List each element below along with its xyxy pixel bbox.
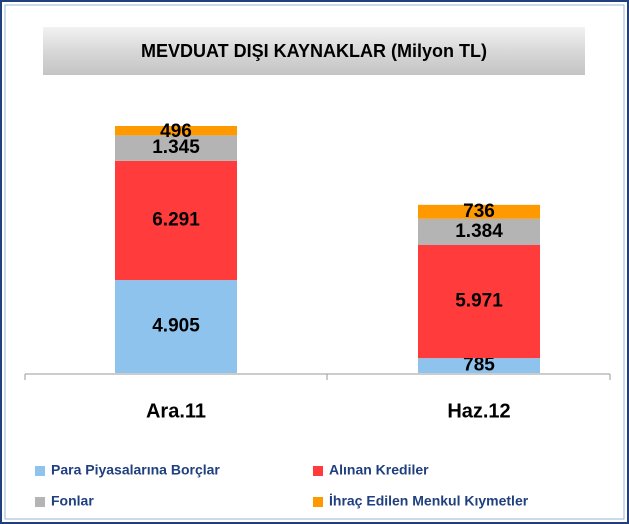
legend-label: Para Piyasalarına Borçlar <box>51 462 220 478</box>
x-tick-label: Ara.11 <box>146 400 206 422</box>
title-box <box>43 27 585 75</box>
legend-swatch <box>35 497 45 507</box>
bar-segment <box>115 126 237 136</box>
legend-label: Fonlar <box>51 493 94 509</box>
bar-segment <box>115 135 237 161</box>
bar-segment <box>418 204 540 219</box>
legend-swatch <box>313 497 323 507</box>
chart-title: MEVDUAT DIŞI KAYNAKLAR (Milyon TL) <box>141 41 487 61</box>
bar-segment <box>418 218 540 246</box>
legend-swatch <box>35 466 45 476</box>
bar-segment <box>418 358 540 373</box>
data-label: 736 <box>463 201 495 222</box>
data-label: 5.971 <box>455 291 503 312</box>
legend-label: Alınan Krediler <box>329 462 429 478</box>
data-label: 1.345 <box>152 137 200 158</box>
data-label: 785 <box>463 355 495 376</box>
data-label: 1.384 <box>455 221 503 242</box>
data-label: 6.291 <box>152 209 200 230</box>
data-label: 4.905 <box>152 316 200 337</box>
inner-frame <box>4 4 625 520</box>
bar-segment <box>418 245 540 359</box>
data-label: 496 <box>160 121 192 142</box>
bar-segment <box>115 280 237 373</box>
legend-label: İhraç Edilen Menkul Kıymetler <box>329 493 529 509</box>
x-tick-label: Haz.12 <box>447 400 510 422</box>
bar-segment <box>115 160 237 281</box>
legend-swatch <box>313 466 323 476</box>
